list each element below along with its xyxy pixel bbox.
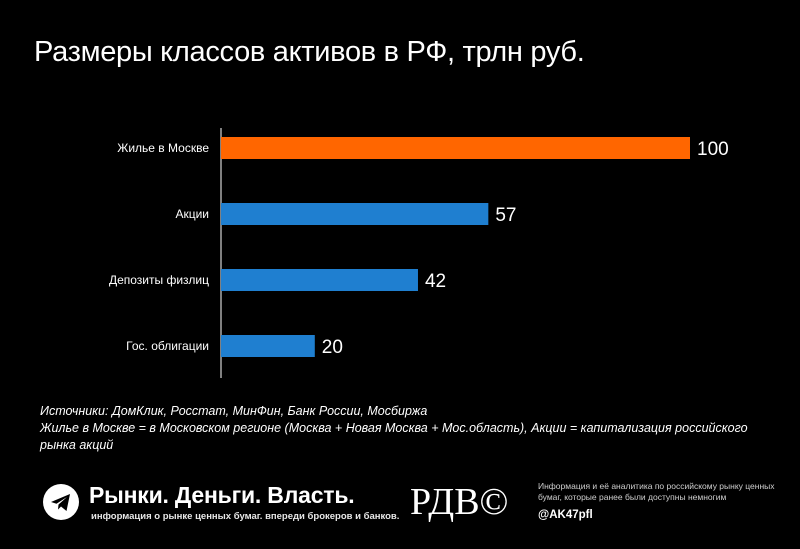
brand-name: Рынки. Деньги. Власть. — [89, 482, 355, 508]
footer: Рынки. Деньги. Власть. информация о рынк… — [0, 478, 800, 538]
telegram-handle[interactable]: @AK47pfl — [538, 509, 593, 521]
rdv-logo-text: РДВ© — [410, 481, 508, 523]
bar-chart: Жилье в Москве 100 Акции 57 Депозиты физлиц 4… — [109, 128, 729, 378]
category-label: Депозиты физлиц — [109, 273, 209, 287]
bar — [221, 203, 489, 225]
brand-tagline: информация о рынке ценных бумаг. впереди… — [91, 511, 400, 522]
telegram-icon[interactable] — [43, 484, 79, 520]
bar — [221, 335, 315, 357]
data-label: 42 — [425, 271, 446, 292]
data-label: 20 — [322, 337, 343, 358]
category-label: Гос. облигации — [126, 339, 209, 353]
chart-title: Размеры классов активов в РФ, трлн руб. — [34, 36, 585, 68]
sources-note: Источники: ДомКлик, Росстат, МинФин, Бан… — [40, 404, 428, 418]
bar — [221, 269, 418, 291]
data-label: 100 — [697, 139, 729, 160]
category-label: Жилье в Москве — [117, 141, 209, 155]
disclaimer-text: Информация и её аналитика по российскому… — [538, 481, 775, 502]
bar — [221, 137, 690, 159]
data-label: 57 — [495, 205, 516, 226]
chart-notes: Источники: ДомКлик, Росстат, МинФин, Бан… — [40, 403, 760, 454]
category-label: Акции — [175, 207, 209, 221]
rdv-logo: РДВ© — [410, 481, 508, 523]
definitions-note: Жилье в Москве = в Московском регионе (М… — [40, 421, 748, 452]
